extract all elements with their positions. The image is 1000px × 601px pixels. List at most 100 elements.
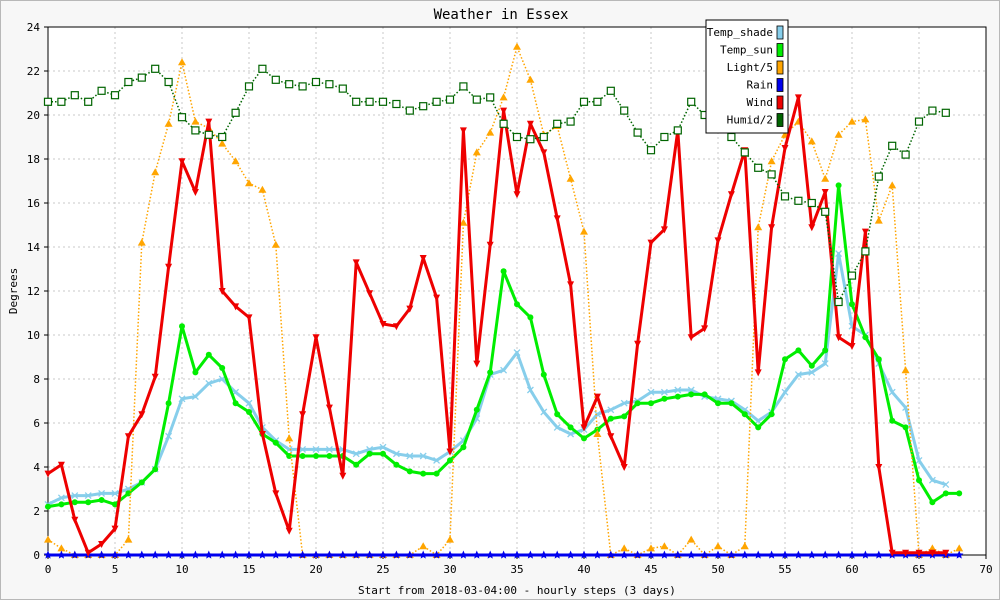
data-point-light-5 xyxy=(767,157,776,165)
data-point-temp-shade xyxy=(178,395,186,403)
data-point-temp-sun xyxy=(621,413,628,420)
data-point-wind xyxy=(888,549,896,557)
data-point-temp-sun xyxy=(956,490,963,497)
data-point-rain xyxy=(298,550,307,559)
data-point-wind xyxy=(71,516,79,524)
data-point-humid-2 xyxy=(526,135,535,144)
data-point-humid-2 xyxy=(57,97,66,106)
data-point-humid-2 xyxy=(593,97,602,106)
data-point-temp-shade-stroke xyxy=(84,492,92,500)
data-point-rain xyxy=(512,550,522,559)
x-tick-label: 20 xyxy=(309,563,322,576)
data-point-humid-2 xyxy=(151,64,160,73)
data-point-wind xyxy=(928,549,936,557)
data-point-rain xyxy=(780,550,790,559)
data-point-light-5 xyxy=(714,542,722,550)
data-point-wind xyxy=(567,281,575,289)
data-point-temp-shade-stroke xyxy=(754,417,762,425)
data-point-rain xyxy=(244,550,254,559)
data-point-rain xyxy=(57,550,66,559)
data-point-wind xyxy=(98,541,106,548)
data-point-humid-2 xyxy=(620,106,629,115)
data-point-humid-2 xyxy=(794,196,803,205)
data-point-rain xyxy=(150,550,160,559)
y-tick-label: 12 xyxy=(27,285,40,298)
data-point-rain xyxy=(820,550,830,559)
data-point-wind xyxy=(701,325,709,333)
data-point-temp-shade-stroke xyxy=(513,349,521,357)
data-point-rain xyxy=(954,550,964,559)
data-point-wind xyxy=(714,237,722,245)
data-point-wind xyxy=(57,461,65,469)
data-point-rain xyxy=(633,550,642,559)
y-tick-label: 14 xyxy=(27,241,41,254)
data-point-temp-sun xyxy=(85,499,92,506)
data-point-rain xyxy=(311,550,321,559)
data-point-temp-sun xyxy=(152,466,159,473)
data-point-temp-sun xyxy=(835,182,842,189)
data-point-temp-shade xyxy=(98,489,106,497)
data-point-temp-sun xyxy=(875,356,882,363)
data-point-temp-sun xyxy=(98,497,105,503)
data-point-temp-shade-stroke xyxy=(473,415,481,423)
data-point-temp-shade-stroke xyxy=(526,386,534,394)
data-point-temp-shade-stroke xyxy=(165,432,173,440)
data-point-temp-shade-stroke xyxy=(406,452,414,460)
data-point-temp-shade-stroke xyxy=(178,395,186,403)
data-point-humid-2 xyxy=(807,198,816,208)
chart-title: Weather in Essex xyxy=(434,7,569,23)
data-point-humid-2 xyxy=(177,113,187,122)
data-point-temp-sun xyxy=(460,444,467,451)
data-point-humid-2 xyxy=(298,82,307,91)
data-point-humid-2 xyxy=(378,97,388,106)
data-point-rain xyxy=(97,550,106,559)
data-point-temp-sun xyxy=(849,301,855,308)
x-tick-label: 45 xyxy=(644,563,657,576)
data-point-rain xyxy=(177,550,187,559)
data-point-light-5 xyxy=(419,542,428,550)
data-point-light-5 xyxy=(620,544,629,552)
data-point-humid-2 xyxy=(874,172,883,181)
legend-label: Light/5 xyxy=(727,61,773,74)
data-point-wind xyxy=(446,448,454,456)
data-point-wind xyxy=(111,525,119,533)
data-point-light-5 xyxy=(513,42,521,50)
data-point-wind xyxy=(580,424,588,432)
data-point-light-5 xyxy=(526,75,535,83)
data-point-wind xyxy=(419,255,427,262)
data-point-temp-sun xyxy=(688,391,695,398)
data-point-temp-sun xyxy=(353,461,360,468)
x-tick-label: 5 xyxy=(112,563,119,576)
data-point-temp-sun xyxy=(58,501,65,508)
x-tick-label: 15 xyxy=(242,563,255,576)
data-point-wind xyxy=(486,241,494,249)
data-point-humid-2 xyxy=(352,97,361,106)
data-point-temp-shade xyxy=(647,388,655,396)
data-point-wind xyxy=(593,393,601,401)
data-point-wind xyxy=(794,94,802,102)
data-point-wind xyxy=(687,334,695,342)
x-tick-label: 60 xyxy=(845,563,858,576)
data-point-temp-shade xyxy=(593,410,601,418)
data-point-humid-2 xyxy=(110,91,120,100)
data-point-rain xyxy=(110,550,120,559)
y-tick-label: 16 xyxy=(27,197,40,210)
data-point-temp-shade-stroke xyxy=(540,408,548,416)
data-point-wind xyxy=(205,118,213,126)
data-point-wind xyxy=(433,294,441,302)
data-point-temp-sun xyxy=(889,417,896,424)
data-point-light-5 xyxy=(687,535,696,543)
data-point-temp-shade-stroke xyxy=(928,476,936,484)
data-point-rain xyxy=(325,550,334,559)
data-point-humid-2 xyxy=(673,126,682,135)
data-point-light-5 xyxy=(271,240,280,248)
data-point-wind xyxy=(459,127,467,135)
data-point-light-5 xyxy=(459,218,468,226)
data-point-humid-2 xyxy=(539,132,548,142)
data-point-temp-shade-stroke xyxy=(567,430,575,438)
legend-swatch xyxy=(776,78,784,92)
data-point-temp-shade-stroke xyxy=(419,452,427,460)
data-point-temp-shade xyxy=(433,456,441,464)
